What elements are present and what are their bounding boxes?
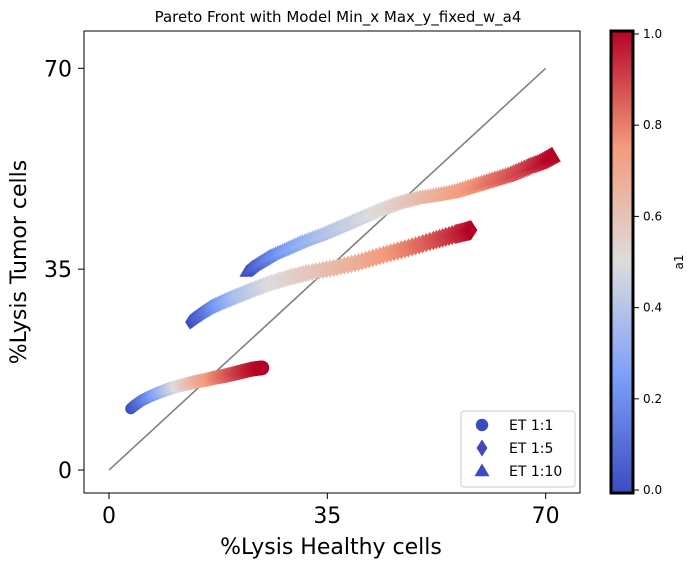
legend-marker-circle [475, 418, 489, 432]
x-axis-label: %Lysis Healthy cells [220, 535, 442, 560]
data-point [464, 219, 478, 241]
legend-box [460, 410, 576, 488]
series-circle [125, 360, 270, 415]
chart-title: Pareto Front with Model Min_x Max_y_fixe… [155, 8, 522, 27]
colorbar-tick-label: 0.4 [643, 301, 662, 315]
axes: 0 35 70 0 35 70 [44, 57, 560, 529]
colorbar-gradient [609, 29, 635, 495]
colorbar-tick-label: 0.6 [643, 209, 662, 223]
colorbar: 0.0 0.2 0.4 0.6 0.8 1.0 a1 [609, 27, 686, 497]
x-tick-label: 70 [532, 504, 560, 529]
legend-marker-triangle [474, 463, 490, 477]
colorbar-label: a1 [672, 255, 686, 270]
y-tick-label: 0 [58, 459, 72, 484]
data-points [125, 146, 561, 415]
colorbar-tick-label: 0.0 [643, 483, 662, 497]
y-tick-label: 70 [44, 57, 72, 82]
y-tick-label: 35 [44, 258, 72, 283]
plot-area-frame [83, 30, 581, 494]
series-diamond [185, 219, 478, 330]
legend: ET 1:1 ET 1:5 ET 1:10 [460, 410, 576, 488]
series-triangle [239, 146, 561, 277]
colorbar-tick-label: 0.8 [643, 118, 662, 132]
legend-label: ET 1:5 [509, 441, 553, 457]
x-tick-label: 0 [102, 504, 116, 529]
colorbar-tick-label: 1.0 [643, 27, 662, 41]
data-point [254, 360, 270, 376]
legend-label: ET 1:1 [509, 418, 553, 434]
colorbar-tick-label: 0.2 [643, 392, 662, 406]
y-axis-label: %Lysis Tumor cells [7, 160, 32, 364]
legend-label: ET 1:10 [509, 464, 562, 480]
x-tick-label: 35 [313, 504, 341, 529]
data-point [542, 146, 561, 162]
legend-marker-diamond [476, 439, 488, 457]
